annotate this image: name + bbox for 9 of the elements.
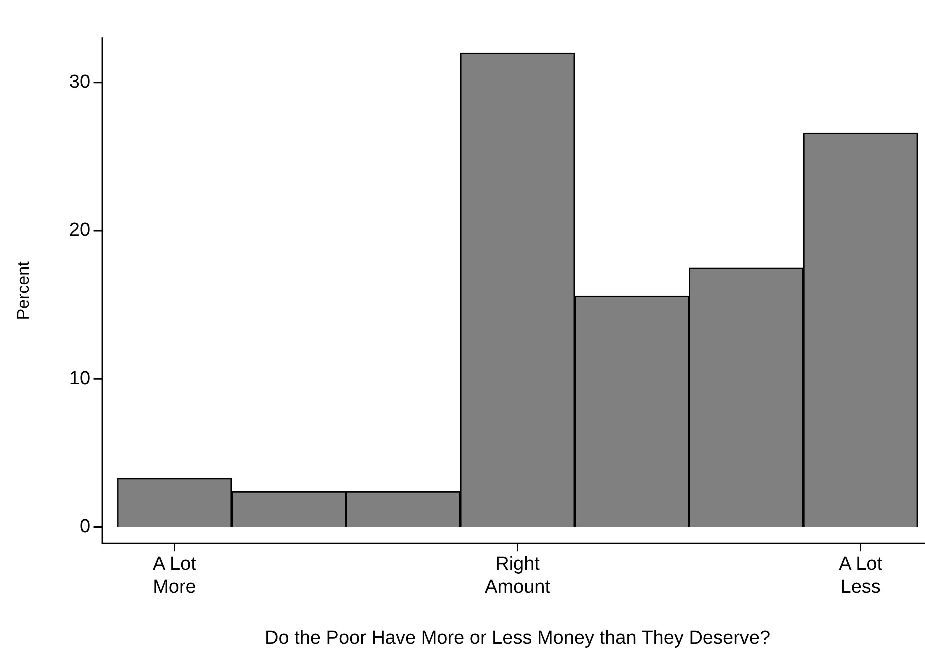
x-axis-title: Do the Poor Have More or Less Money than They Deserve? <box>265 628 771 649</box>
y-tick-label: 20 <box>69 220 91 242</box>
y-tick-label: 0 <box>80 516 91 538</box>
x-tick-label: A Lot Less <box>839 554 884 598</box>
x-tick-label: Right Amount <box>485 554 552 598</box>
y-tick-label: 30 <box>69 72 91 94</box>
x-tick-label: A Lot More <box>153 554 198 598</box>
y-tick-label: 10 <box>69 368 91 390</box>
y-axis-title: Percent <box>14 261 33 320</box>
